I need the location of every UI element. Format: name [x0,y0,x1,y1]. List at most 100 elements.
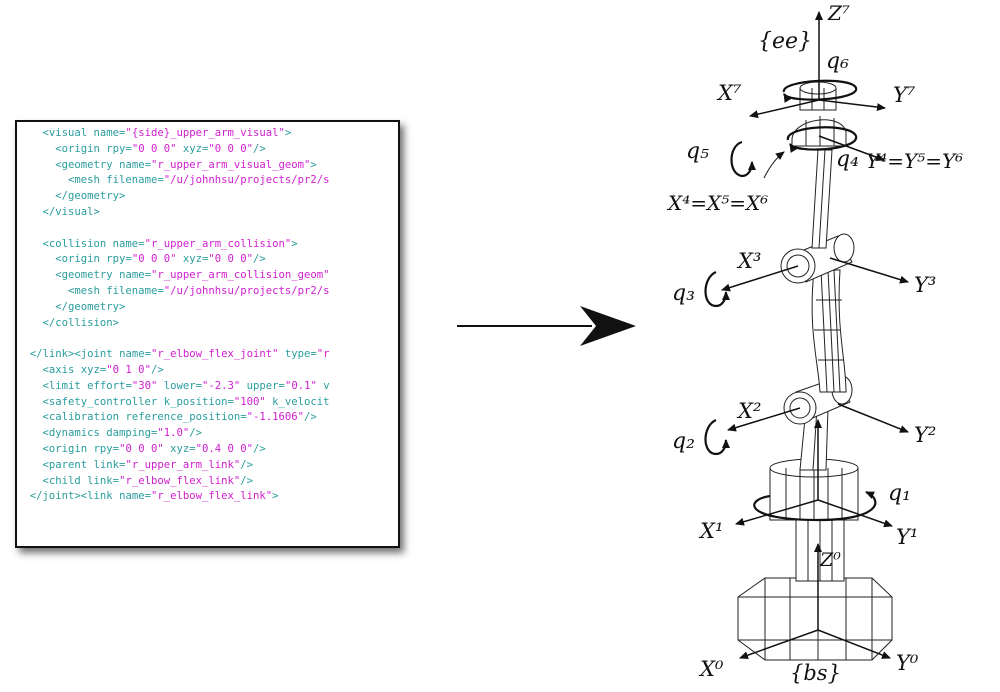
code-token-value: "1.0" [157,427,190,440]
label-bs: {bs} [790,661,841,685]
code-token-tag: </joint><link [17,490,120,503]
code-token-value: "r_upper_arm_link" [125,458,241,471]
y3-axis [829,257,909,284]
code-token-attr: lower= [157,379,202,392]
code-line: </link><joint name="r_elbow_flex_joint" … [17,347,398,363]
robot-arm-drawing [737,81,893,661]
code-token-value: "0 1 0" [106,363,151,376]
code-token-tag: <dynamics [17,427,107,440]
code-token-attr: effort= [87,379,132,392]
code-token-tag: > [284,127,292,139]
code-token-tag: /> [240,458,254,471]
code-token-value: "0 0 0" [208,142,254,155]
x0-axis [739,629,819,660]
code-line: <safety_controller k_position="100" k_ve… [17,395,398,411]
code-token-tag: </link><joint [17,348,120,361]
label-q3: q₃ [672,281,695,306]
code-token-value: "0.4 0 0" [195,442,254,455]
code-token-attr: link= [87,474,120,487]
code-token-tag: <parent [17,458,94,471]
right-arrow-icon [457,306,636,346]
code-token-attr: damping= [106,427,158,440]
label-x7: X⁷ [716,81,742,105]
urdf-code-panel: <visual name="{side}_upper_arm_visual"> … [15,120,400,548]
code-token-attr: rpy= [93,442,120,455]
code-token-tag: /> [240,474,254,487]
code-token-attr: xyz= [176,253,209,266]
code-token-tag: <axis [17,363,81,376]
code-line: </visual> [17,205,398,221]
code-token-tag: </geometry> [17,190,126,203]
label-y3: Y³ [914,273,936,297]
code-token-value: "0 0 0" [208,253,254,266]
label-x0: X⁰ [698,657,724,681]
code-token-tag: </collision> [17,316,120,329]
code-token-attr: xyz= [176,142,209,155]
code-line: <visual name="{side}_upper_arm_visual"> [17,126,398,142]
label-ee: {ee} [758,29,812,54]
code-token-value: "r_elbow_flex_link" [119,474,241,487]
code-token-attr: xyz= [80,363,107,376]
x3-axis [721,265,799,292]
code-token-value: "r_elbow_flex_joint" [150,348,279,361]
upper-link [811,149,833,249]
y0-axis [817,629,891,659]
code-token-tag: /> [304,411,317,424]
code-token-value: "{side}_upper_arm_visual" [125,127,285,139]
code-token-value: "r_upper_arm_collision" [144,237,292,250]
rotation-indicators [704,79,877,522]
label-x456: X⁴=X⁵=X⁶ [666,191,768,215]
code-token-tag: /> [253,442,266,455]
middle-link [811,269,847,393]
code-token-value: "30" [131,379,158,392]
label-x3: X³ [736,249,761,273]
code-token-attr: name= [119,269,151,282]
code-token-tag: <safety_controller [17,395,164,408]
code-token-value: "/u/johnhsu/projects/pr2/s [163,284,330,297]
code-token-value: "100" [233,395,266,408]
code-token-attr: type= [278,348,317,361]
code-token-value: "r [316,348,330,361]
code-line: </collision> [17,316,398,332]
code-token-value: "-1.1606" [246,411,305,424]
code-token-value: "/u/johnhsu/projects/pr2/s [163,174,330,187]
code-line: <origin rpy="0 0 0" xyz="0 0 0"/> [17,142,398,158]
code-token-attr: k_velocit [265,395,330,408]
code-token-attr: name= [112,237,145,250]
code-token-value: "r_upper_arm_visual_geom" [150,158,311,171]
label-z0: Z⁰ [819,549,841,571]
code-token-tag: > [291,237,298,250]
code-line: <collision name="r_upper_arm_collision"> [17,237,398,253]
code-token-tag: /> [150,363,164,376]
label-q2: q₂ [672,429,695,454]
q5-rotation-icon [730,140,756,178]
y2-axis [837,403,909,433]
code-token-value: "0.1" [284,379,317,392]
code-line: </geometry> [17,189,398,205]
code-token-attr: name= [119,158,151,171]
code-token-attr: v [316,379,330,392]
y456-axis [818,135,885,161]
code-token-value: "r_upper_arm_collision_geom" [150,269,330,282]
code-line: <origin rpy="0 0 0" xyz="0.4 0 0"/> [17,442,398,458]
code-token-tag: </geometry> [17,300,126,313]
code-line: <geometry name="r_upper_arm_collision_ge… [17,268,398,284]
label-z7: Z⁷ [827,1,850,25]
code-token-tag: <visual [17,127,94,139]
code-token-attr: reference_position= [125,411,247,424]
coordinate-axes [721,11,909,660]
q1-rotation-icon [753,490,877,522]
code-token-attr: filename= [106,284,164,297]
code-token-value: "0 0 0" [131,253,177,266]
code-token-tag: > [310,158,317,171]
label-x1: X¹ [698,519,723,543]
code-token-tag: /> [253,253,266,266]
label-q1: q₁ [888,481,911,506]
code-token-attr: name= [93,127,126,139]
code-line: </joint><link name="r_elbow_flex_link"> [17,489,398,505]
label-q5: q₅ [686,139,709,164]
code-line: <axis xyz="0 1 0"/> [17,363,398,379]
code-token-tag: <origin [17,442,94,455]
code-token-tag: <collision [17,237,113,250]
